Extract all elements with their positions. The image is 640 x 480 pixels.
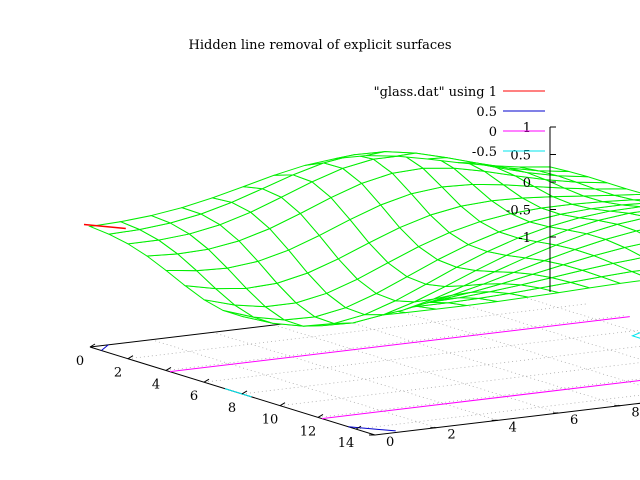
y-tick-label: 8 [631,406,639,421]
x-tick-label: 10 [262,413,279,428]
y-tick-label: 4 [509,420,517,435]
contour-line-0.5 [348,426,396,432]
x-tick-label: 6 [190,389,198,404]
x-tick-mark [127,355,134,360]
x-tick-label: 0 [76,354,84,369]
x-tick-mark [355,425,362,430]
legend-label: -0.5 [472,145,497,160]
floor-gridline-y [335,317,621,407]
y-tick-label: 0 [386,435,394,450]
z-tick-label: 1 [523,121,531,136]
x-tick-mark [317,413,324,418]
contour-line--0.5 [224,388,252,398]
legend-label: 0.5 [476,105,497,120]
x-tick-mark [279,402,286,407]
floor-gridline-y [519,295,640,334]
x-tick-mark [203,378,210,383]
floor-gridline-x [279,362,640,407]
floor-gridline-x [355,394,640,430]
floor-contours [101,316,640,432]
floor-gridline-y [212,331,498,421]
z-axis: 1 0.5 0 -0.5 -1 [506,121,556,292]
floor-gridline-x [241,345,640,395]
floor-gridline-y [396,309,640,386]
floor-gridline-x [165,315,627,371]
x-tick-label: 14 [338,436,355,451]
contour-line--0.5 [631,332,640,339]
z-tick-label: 0 [523,176,531,191]
surface-cell [519,166,570,172]
x-axis-ticks: 0 2 4 6 8 10 12 14 [76,343,362,451]
floor-grid [127,295,640,430]
surface-contour-mark [83,223,126,230]
y-tick-label: 2 [447,428,455,443]
contour-line-0.5 [101,344,109,351]
contour-line-0 [321,380,640,420]
z-tick-label: -1 [518,231,531,246]
z-tick-label: -0.5 [506,204,531,219]
floor-gridline-y [457,302,640,360]
surface-mesh [83,151,640,327]
floor-gridline-y [273,324,560,414]
x-tick-label: 12 [300,424,317,439]
legend: "glass.dat" using 1 0.5 0 -0.5 [374,85,545,160]
legend-label: "glass.dat" using 1 [374,85,497,100]
x-tick-mark [165,367,172,371]
legend-label: 0 [489,125,497,140]
floor-gridline-y [151,339,437,429]
x-tick-label: 8 [228,401,236,416]
chart-title: Hidden line removal of explicit surfaces [189,38,452,53]
surface-cell [628,211,640,217]
y-tick-label: 6 [570,413,578,428]
x-tick-label: 4 [152,377,160,392]
x-tick-mark [241,390,248,395]
floor-gridline-x [203,329,640,383]
z-tick-label: 0.5 [510,149,531,164]
contour-line-0 [169,316,630,373]
x-tick-mark [89,343,96,348]
x-tick-label: 2 [114,366,122,381]
